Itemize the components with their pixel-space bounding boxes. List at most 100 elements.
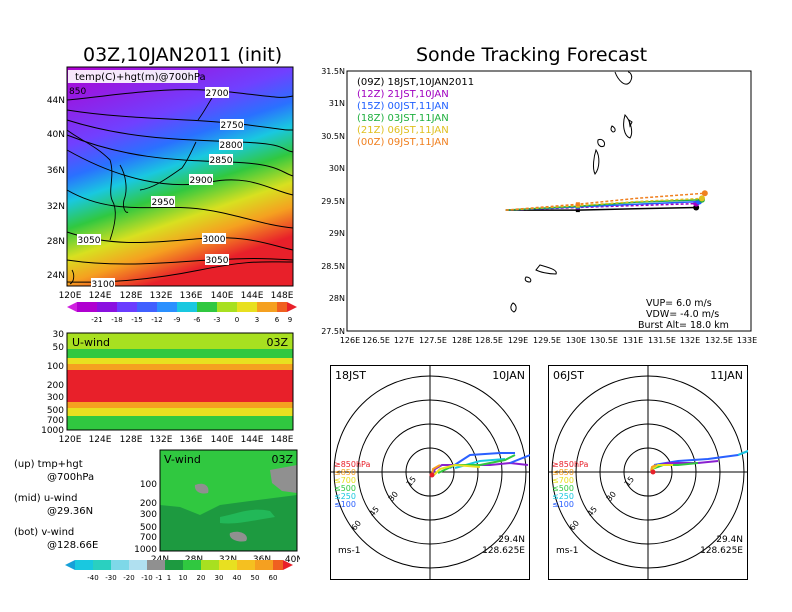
level-label: ≤500 — [334, 484, 356, 493]
burst-info: Burst Alt= 18.0 km — [638, 320, 729, 331]
lon-label: 128E — [452, 336, 472, 345]
colorbar-tick: 10 — [179, 574, 188, 582]
contour-label: 3050 — [78, 236, 101, 246]
u-wind-time: 03Z — [266, 336, 288, 349]
lat-label: 31.5N — [321, 67, 345, 76]
lon-label: 129E — [508, 336, 528, 345]
hodo-time-left: 18JST — [335, 369, 366, 382]
lon-label: 124E — [89, 291, 112, 301]
contour-label: 3050 — [206, 256, 229, 266]
lon-label: 128.5E — [475, 336, 503, 345]
lon-label: 144E — [241, 291, 264, 301]
colorbar-tick: 9 — [288, 316, 292, 324]
lon-label: 148E — [271, 291, 294, 301]
lon-label: 120E — [59, 291, 82, 301]
track-map: (09Z) 18JST,10JAN2011 (12Z) 21JST,10JAN … — [321, 67, 757, 345]
note-line: (up) tmp+hgt — [14, 459, 83, 470]
lon-label: 132.5E — [705, 336, 733, 345]
hodo-time-right: 10JAN — [492, 369, 525, 382]
map-field — [66, 66, 294, 287]
legend-entry: (00Z) 09JST,11JAN — [357, 137, 449, 148]
pressure-label: 500 — [140, 523, 157, 533]
track-title: Sonde Tracking Forecast — [416, 44, 648, 66]
colorbar-tick: 1 — [167, 574, 171, 582]
level-label: ≤500 — [552, 484, 574, 493]
lat-label: 32N — [47, 202, 65, 212]
track-marker — [575, 202, 580, 207]
pressure-label: 300 — [140, 510, 157, 520]
hodo-lon: 128.625E — [482, 546, 525, 556]
contour-label: 2950 — [152, 198, 175, 208]
track-line — [505, 192, 705, 211]
colorbar-tick: -1 — [156, 574, 163, 582]
colorbar-tick: -3 — [214, 316, 221, 324]
lon-label: 131.5E — [648, 336, 676, 345]
pressure-label: 50 — [53, 343, 65, 353]
note-line: (mid) u-wind — [14, 493, 78, 504]
v-wind-colorbar: -40 -30 -20 -10 -1 1 10 20 30 40 50 60 — [65, 560, 293, 582]
level-label: ≤250 — [552, 492, 574, 501]
lat-label: 28.5N — [321, 262, 345, 271]
hodo-time-left: 06JST — [553, 369, 584, 382]
burst-point — [701, 190, 708, 197]
pressure-label: 200 — [140, 499, 157, 509]
pressure-label: 30 — [53, 330, 65, 340]
colorbar-tick: 6 — [275, 316, 280, 324]
legend-entry: (09Z) 18JST,10JAN2011 — [357, 77, 474, 88]
hodo-lat: 29.4N — [716, 535, 743, 545]
note-line: @29.36N — [47, 506, 94, 517]
temp-height-map: 2700 2750 2800 2850 2900 2950 3000 3050 … — [47, 66, 297, 324]
vup-info: VUP= 6.0 m/s — [646, 298, 712, 309]
contour-label: 2800 — [220, 141, 243, 151]
lat-label: 24N — [47, 271, 65, 281]
partial-contour-label: 850 — [69, 87, 86, 97]
level-label: ≤700 — [334, 476, 356, 485]
legend-entry: (18Z) 03JST,11JAN — [357, 113, 449, 124]
colorbar-tick: -12 — [151, 316, 162, 324]
hodo-time-right: 11JAN — [710, 369, 743, 382]
hodo-unit: ms-1 — [556, 546, 578, 556]
level-label: ≤100 — [552, 500, 574, 509]
hodo-lon: 128.625E — [700, 546, 743, 556]
pressure-label: 700 — [140, 533, 157, 543]
contour-label: 3000 — [203, 235, 226, 245]
colorbar-tick: -9 — [174, 316, 181, 324]
lon-label: 124E — [89, 435, 112, 443]
track-marker — [575, 208, 580, 213]
colorbar-tick: -10 — [141, 574, 152, 582]
contour-label: 3100 — [92, 280, 115, 290]
lat-label: 29N — [329, 229, 345, 238]
contour-label: 2900 — [190, 176, 213, 186]
lon-label: 129.5E — [533, 336, 561, 345]
lat-label: 30N — [329, 164, 345, 173]
lon-label: 130.5E — [590, 336, 618, 345]
lat-label: 40N — [285, 555, 300, 565]
legend-entry: (15Z) 00JST,11JAN — [357, 101, 449, 112]
note-line: (bot) v-wind — [14, 527, 75, 538]
pressure-label: 300 — [47, 393, 64, 403]
lon-label: 136E — [180, 291, 203, 301]
lat-label: 28N — [47, 237, 65, 247]
colorbar-tick: -30 — [105, 574, 116, 582]
pressure-label: 1000 — [134, 545, 157, 555]
colorbar-tick: -40 — [87, 574, 98, 582]
contour-label: 2700 — [206, 89, 229, 99]
contour-label: 2750 — [221, 121, 244, 131]
lon-label: 128E — [120, 435, 143, 443]
lat-label: 30.5N — [321, 132, 345, 141]
lon-label: 128E — [120, 291, 143, 301]
contour-label: 2850 — [210, 156, 233, 166]
colorbar-tick: -15 — [131, 316, 142, 324]
note-line: @700hPa — [47, 472, 95, 483]
pressure-label: 100 — [47, 362, 64, 372]
colorbar-tick: 50 — [251, 574, 260, 582]
lon-label: 133E — [737, 336, 757, 345]
lat-label: 27.5N — [321, 327, 345, 336]
level-label: ≤850 — [552, 468, 574, 477]
lat-label: 44N — [47, 96, 65, 106]
colorbar-tick: 0 — [235, 316, 239, 324]
level-label: ≤700 — [552, 476, 574, 485]
lat-label: 28N — [329, 294, 345, 303]
level-label: ≤100 — [334, 500, 356, 509]
lon-label: 140E — [211, 435, 234, 443]
